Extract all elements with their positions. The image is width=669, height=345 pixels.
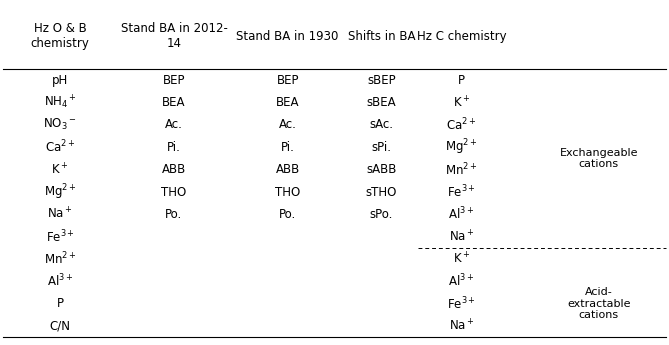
Text: Po.: Po. xyxy=(165,208,183,221)
Text: Acid-
extractable
cations: Acid- extractable cations xyxy=(567,287,630,321)
Text: K$^+$: K$^+$ xyxy=(52,162,69,177)
Text: Mg$^{2+}$: Mg$^{2+}$ xyxy=(446,138,478,157)
Text: BEA: BEA xyxy=(276,96,300,109)
Text: pH: pH xyxy=(52,74,68,87)
Text: sPo.: sPo. xyxy=(370,208,393,221)
Text: Shifts in BA: Shifts in BA xyxy=(348,30,415,43)
Text: Pi.: Pi. xyxy=(167,141,181,154)
Text: Al$^{3+}$: Al$^{3+}$ xyxy=(47,273,74,290)
Text: NO$_3$$^-$: NO$_3$$^-$ xyxy=(43,117,77,132)
Text: sAc.: sAc. xyxy=(369,118,393,131)
Text: Mn$^{2+}$: Mn$^{2+}$ xyxy=(446,161,478,178)
Text: Po.: Po. xyxy=(279,208,296,221)
Text: Ca$^{2+}$: Ca$^{2+}$ xyxy=(446,117,477,133)
Text: P: P xyxy=(57,297,64,310)
Text: sPi.: sPi. xyxy=(371,141,391,154)
Text: Ca$^{2+}$: Ca$^{2+}$ xyxy=(45,139,76,156)
Text: Na$^+$: Na$^+$ xyxy=(449,318,474,334)
Text: BEP: BEP xyxy=(163,74,185,87)
Text: Fe$^{3+}$: Fe$^{3+}$ xyxy=(447,184,476,200)
Text: Stand BA in 1930: Stand BA in 1930 xyxy=(236,30,339,43)
Text: Fe$^{3+}$: Fe$^{3+}$ xyxy=(447,296,476,312)
Text: Hz O & B
chemistry: Hz O & B chemistry xyxy=(31,22,90,50)
Text: Ac.: Ac. xyxy=(279,118,296,131)
Text: Al$^{3+}$: Al$^{3+}$ xyxy=(448,273,475,290)
Text: THO: THO xyxy=(275,186,300,198)
Text: K$^+$: K$^+$ xyxy=(453,95,470,110)
Text: Mg$^{2+}$: Mg$^{2+}$ xyxy=(44,182,76,202)
Text: Ac.: Ac. xyxy=(165,118,183,131)
Text: ABB: ABB xyxy=(162,163,186,176)
Text: sABB: sABB xyxy=(366,163,397,176)
Text: Al$^{3+}$: Al$^{3+}$ xyxy=(448,206,475,223)
Text: sTHO: sTHO xyxy=(366,186,397,198)
Text: Na$^+$: Na$^+$ xyxy=(449,229,474,244)
Text: Mn$^{2+}$: Mn$^{2+}$ xyxy=(44,251,76,267)
Text: BEA: BEA xyxy=(162,96,186,109)
Text: Na$^+$: Na$^+$ xyxy=(47,207,73,222)
Text: NH$_4$$^+$: NH$_4$$^+$ xyxy=(44,94,76,111)
Text: Exchangeable
cations: Exchangeable cations xyxy=(559,148,638,169)
Text: BEP: BEP xyxy=(276,74,299,87)
Text: Fe$^{3+}$: Fe$^{3+}$ xyxy=(45,228,75,245)
Text: THO: THO xyxy=(161,186,187,198)
Text: K$^+$: K$^+$ xyxy=(453,252,470,267)
Text: C/N: C/N xyxy=(50,320,71,333)
Text: ABB: ABB xyxy=(276,163,300,176)
Text: sBEA: sBEA xyxy=(367,96,396,109)
Text: P: P xyxy=(458,74,465,87)
Text: Stand BA in 2012-
14: Stand BA in 2012- 14 xyxy=(120,22,227,50)
Text: Hz C chemistry: Hz C chemistry xyxy=(417,30,506,43)
Text: Pi.: Pi. xyxy=(281,141,294,154)
Text: sBEP: sBEP xyxy=(367,74,395,87)
